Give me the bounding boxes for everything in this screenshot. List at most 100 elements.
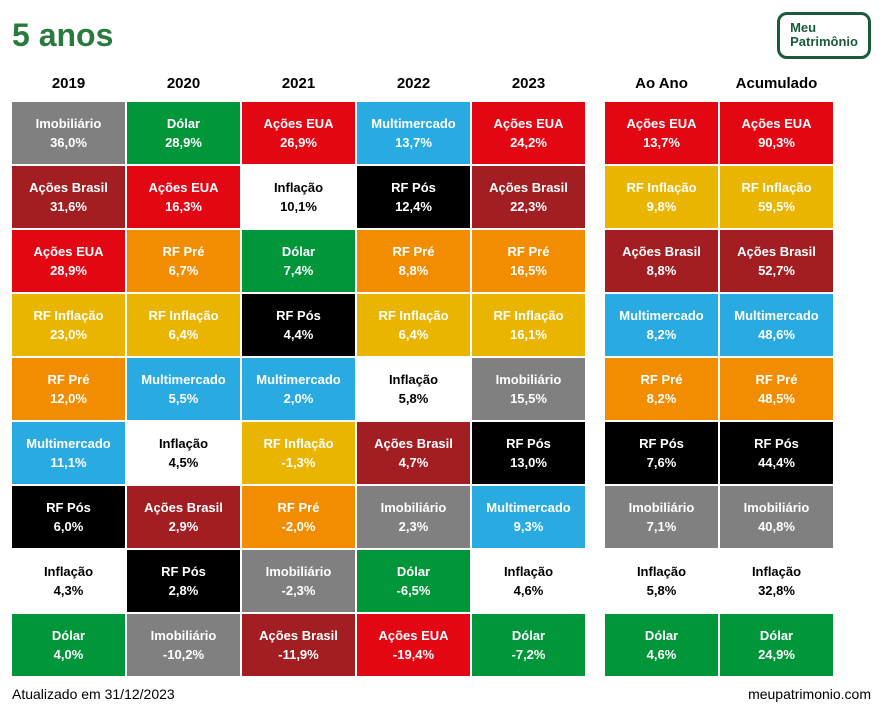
- asset-value: 16,3%: [165, 200, 202, 213]
- asset-label: Multimercado: [734, 309, 819, 322]
- asset-value: 28,9%: [50, 264, 87, 277]
- asset-label: Dólar: [397, 565, 430, 578]
- page-title: 5 anos: [12, 17, 113, 54]
- rank-cell: RF Pós44,4%: [720, 422, 833, 484]
- rank-cell: Ações EUA90,3%: [720, 102, 833, 164]
- asset-label: Multimercado: [26, 437, 111, 450]
- rank-cell: RF Pós 12,4%: [357, 166, 470, 228]
- rank-cell: RF Pós13,0%: [472, 422, 585, 484]
- asset-value: 4,3%: [54, 584, 84, 597]
- asset-label: Ações EUA: [378, 629, 448, 642]
- rank-cell: Dólar 4,6%: [605, 614, 718, 676]
- asset-label: RF Inflação: [263, 437, 333, 450]
- rank-cell: Imobiliário2,3%: [357, 486, 470, 548]
- column-header: Acumulado: [720, 69, 833, 102]
- rank-cell: Inflação 5,8%: [357, 358, 470, 420]
- ranking-column: 2023Ações EUA24,2%Ações Brasil22,3%RF Pr…: [472, 69, 585, 678]
- asset-label: Ações EUA: [33, 245, 103, 258]
- asset-value: -1,3%: [282, 456, 316, 469]
- asset-value: 4,6%: [647, 648, 677, 661]
- asset-value: 6,4%: [399, 328, 429, 341]
- ranking-column: AcumuladoAções EUA90,3%RF Inflação59,5%A…: [720, 69, 833, 678]
- asset-value: 12,4%: [395, 200, 432, 213]
- asset-value: 22,3%: [510, 200, 547, 213]
- asset-value: 36,0%: [50, 136, 87, 149]
- rank-cell: Ações EUA -19,4%: [357, 614, 470, 676]
- ranking-column: Ao AnoAções EUA13,7%RF Inflação9,8%Ações…: [605, 69, 718, 678]
- asset-value: -6,5%: [397, 584, 431, 597]
- rank-cell: RF Inflação -1,3%: [242, 422, 355, 484]
- asset-label: Inflação: [389, 373, 438, 386]
- rank-cell: Imobiliário-10,2%: [127, 614, 240, 676]
- asset-value: -19,4%: [393, 648, 434, 661]
- asset-label: Dólar: [645, 629, 678, 642]
- asset-value: 7,4%: [284, 264, 314, 277]
- asset-value: 48,6%: [758, 328, 795, 341]
- asset-value: 2,0%: [284, 392, 314, 405]
- asset-value: 23,0%: [50, 328, 87, 341]
- asset-label: Ações EUA: [263, 117, 333, 130]
- rank-cell: RF Inflação9,8%: [605, 166, 718, 228]
- asset-value: 6,7%: [169, 264, 199, 277]
- asset-label: Ações EUA: [493, 117, 563, 130]
- asset-value: 6,4%: [169, 328, 199, 341]
- asset-label: Imobiliário: [151, 629, 217, 642]
- brand-logo: Meu Patrimônio: [777, 12, 871, 59]
- asset-label: RF Pré: [278, 501, 320, 514]
- asset-value: 26,9%: [280, 136, 317, 149]
- rank-cell: RF Pós4,4%: [242, 294, 355, 356]
- rank-cell: Multimercado5,5%: [127, 358, 240, 420]
- rank-cell: RF Pós7,6%: [605, 422, 718, 484]
- rank-cell: Ações EUA13,7%: [605, 102, 718, 164]
- asset-value: -2,0%: [282, 520, 316, 533]
- asset-label: Imobiliário: [744, 501, 810, 514]
- rank-cell: Ações Brasil4,7%: [357, 422, 470, 484]
- rank-cell: RF Inflação 6,4%: [357, 294, 470, 356]
- rank-cell: Dólar7,4%: [242, 230, 355, 292]
- asset-label: Ações Brasil: [259, 629, 338, 642]
- rank-cell: Multimercado 2,0%: [242, 358, 355, 420]
- asset-label: RF Pré: [163, 245, 205, 258]
- ranking-table: 2019Imobiliário36,0%Ações Brasil31,6%Açõ…: [12, 69, 871, 678]
- rank-cell: Ações Brasil 22,3%: [472, 166, 585, 228]
- rank-cell: RF Pré12,0%: [12, 358, 125, 420]
- asset-value: 48,5%: [758, 392, 795, 405]
- asset-value: 11,1%: [50, 456, 86, 469]
- asset-label: Dólar: [760, 629, 793, 642]
- asset-value: 5,5%: [169, 392, 199, 405]
- asset-label: Multimercado: [486, 501, 571, 514]
- asset-value: 2,3%: [399, 520, 429, 533]
- asset-label: Dólar: [512, 629, 545, 642]
- asset-label: Inflação: [637, 565, 686, 578]
- asset-label: Ações EUA: [148, 181, 218, 194]
- logo-line1: Meu: [790, 21, 858, 35]
- asset-label: Dólar: [52, 629, 85, 642]
- asset-label: RF Pós: [639, 437, 684, 450]
- rank-cell: Ações Brasil31,6%: [12, 166, 125, 228]
- asset-label: Imobiliário: [496, 373, 562, 386]
- asset-value: 8,2%: [647, 328, 677, 341]
- rank-cell: Ações EUA 16,3%: [127, 166, 240, 228]
- asset-value: 10,1%: [280, 200, 317, 213]
- rank-cell: Dólar4,0%: [12, 614, 125, 676]
- asset-label: RF Pós: [46, 501, 91, 514]
- asset-value: 9,3%: [514, 520, 544, 533]
- rank-cell: Dólar-7,2%: [472, 614, 585, 676]
- rank-cell: RF Pós6,0%: [12, 486, 125, 548]
- rank-cell: Imobiliário15,5%: [472, 358, 585, 420]
- asset-label: RF Inflação: [378, 309, 448, 322]
- asset-label: RF Pós: [391, 181, 436, 194]
- asset-label: Multimercado: [619, 309, 704, 322]
- asset-value: 5,8%: [399, 392, 429, 405]
- rank-cell: RF Pré8,8%: [357, 230, 470, 292]
- asset-label: Ações Brasil: [489, 181, 568, 194]
- rank-cell: Dólar24,9%: [720, 614, 833, 676]
- column-header: 2021: [242, 69, 355, 102]
- header: 5 anos Meu Patrimônio: [12, 12, 871, 59]
- asset-label: Multimercado: [256, 373, 341, 386]
- rank-cell: Multimercado 48,6%: [720, 294, 833, 356]
- site-url: meupatrimonio.com: [748, 686, 871, 702]
- rank-cell: RF Pré48,5%: [720, 358, 833, 420]
- rank-cell: RF Pré16,5%: [472, 230, 585, 292]
- logo-line2: Patrimônio: [790, 35, 858, 49]
